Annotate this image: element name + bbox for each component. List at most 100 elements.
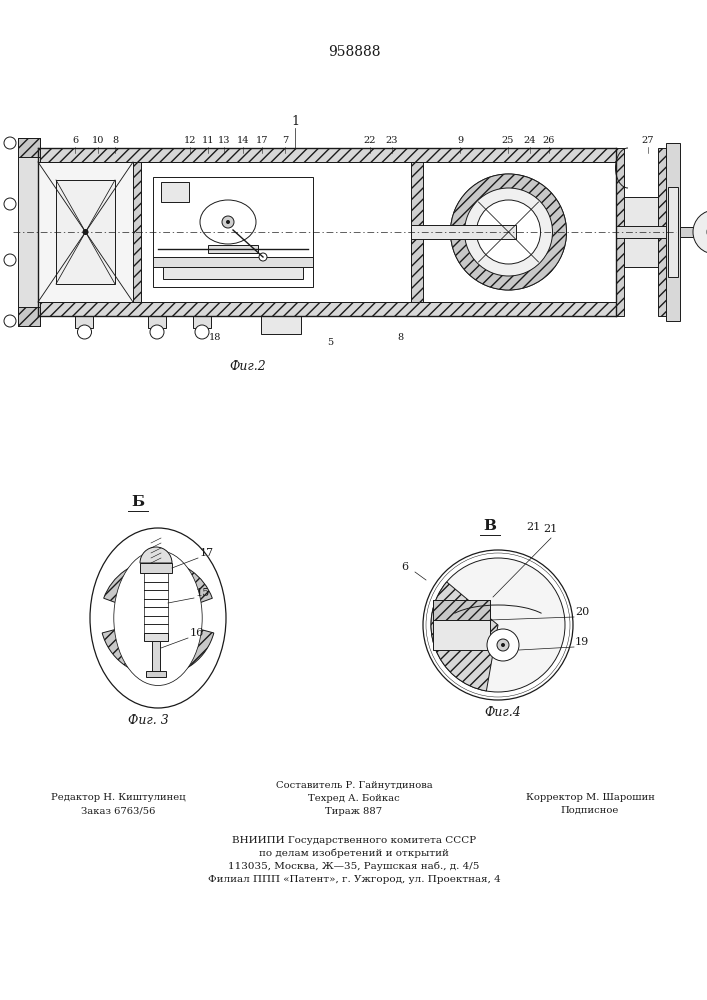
Bar xyxy=(38,162,133,302)
Bar xyxy=(411,162,423,302)
Text: 13: 13 xyxy=(218,136,230,145)
Text: Техред А. Бойкас: Техред А. Бойкас xyxy=(308,794,400,803)
Text: 11: 11 xyxy=(201,136,214,145)
Text: Корректор М. Шарошин: Корректор М. Шарошин xyxy=(525,793,655,802)
Bar xyxy=(133,162,141,302)
Text: 17: 17 xyxy=(256,136,268,145)
Bar xyxy=(18,307,40,326)
Bar xyxy=(18,138,40,157)
Circle shape xyxy=(423,550,573,700)
Bar xyxy=(153,257,313,267)
Bar xyxy=(680,227,700,237)
Bar xyxy=(433,600,490,620)
Circle shape xyxy=(4,137,16,149)
Bar xyxy=(411,225,517,239)
Bar xyxy=(658,148,666,316)
Text: В: В xyxy=(484,519,496,533)
Bar xyxy=(56,180,115,284)
Bar xyxy=(700,220,707,244)
Bar xyxy=(144,633,168,641)
Text: 8: 8 xyxy=(397,333,403,342)
Text: 1: 1 xyxy=(291,115,299,128)
Text: 17: 17 xyxy=(200,548,214,558)
Text: Тираж 887: Тираж 887 xyxy=(325,807,382,816)
Bar xyxy=(161,182,189,202)
Ellipse shape xyxy=(200,200,256,244)
Bar xyxy=(616,148,624,316)
Bar xyxy=(616,226,666,238)
Circle shape xyxy=(501,643,505,647)
Text: 6: 6 xyxy=(402,562,409,572)
Bar xyxy=(38,148,616,162)
Circle shape xyxy=(4,254,16,266)
Text: по делам изобретений и открытий: по делам изобретений и открытий xyxy=(259,848,449,858)
Wedge shape xyxy=(103,618,214,676)
Ellipse shape xyxy=(114,550,202,686)
Wedge shape xyxy=(104,560,212,618)
Bar xyxy=(76,316,93,328)
Circle shape xyxy=(497,639,509,651)
Text: 14: 14 xyxy=(237,136,250,145)
Circle shape xyxy=(693,210,707,254)
Text: Подписное: Подписное xyxy=(561,806,619,815)
Bar xyxy=(433,600,490,650)
Text: 10: 10 xyxy=(92,136,104,145)
Text: 20: 20 xyxy=(575,607,589,617)
Circle shape xyxy=(226,220,230,224)
Circle shape xyxy=(431,558,565,692)
Text: 15: 15 xyxy=(196,588,210,598)
Text: Фиг.4: Фиг.4 xyxy=(484,706,521,719)
Text: 958888: 958888 xyxy=(328,45,380,59)
Text: ВНИИПИ Государственного комитета СССР: ВНИИПИ Государственного комитета СССР xyxy=(232,836,476,845)
Wedge shape xyxy=(450,174,566,290)
Text: 7: 7 xyxy=(282,136,288,145)
Bar xyxy=(261,316,301,334)
Text: Редактор Н. Киштулинец: Редактор Н. Киштулинец xyxy=(51,793,185,802)
Wedge shape xyxy=(431,582,498,691)
Circle shape xyxy=(195,325,209,339)
Bar xyxy=(140,563,172,573)
Circle shape xyxy=(4,315,16,327)
Text: 8: 8 xyxy=(112,136,118,145)
Bar xyxy=(624,197,658,267)
Text: Заказ 6763/56: Заказ 6763/56 xyxy=(81,806,156,815)
Circle shape xyxy=(83,229,88,235)
Bar xyxy=(148,316,166,328)
Bar xyxy=(153,177,313,287)
Text: 18: 18 xyxy=(209,333,221,342)
Text: Составитель Р. Гайнутдинова: Составитель Р. Гайнутдинова xyxy=(276,781,433,790)
Text: 26: 26 xyxy=(543,136,555,145)
Bar xyxy=(146,671,166,677)
Text: 25: 25 xyxy=(502,136,514,145)
Text: 24: 24 xyxy=(524,136,536,145)
Text: Филиал ППП «Патент», г. Ужгород, ул. Проектная, 4: Филиал ППП «Патент», г. Ужгород, ул. Про… xyxy=(208,875,501,884)
Text: 113035, Москва, Ж—35, Раушская наб., д. 4/5: 113035, Москва, Ж—35, Раушская наб., д. … xyxy=(228,861,479,871)
Circle shape xyxy=(78,325,91,339)
Text: 9: 9 xyxy=(457,136,463,145)
Ellipse shape xyxy=(90,528,226,708)
Bar xyxy=(208,245,258,253)
Circle shape xyxy=(450,174,566,290)
Bar xyxy=(193,316,211,328)
Text: 12: 12 xyxy=(184,136,197,145)
Circle shape xyxy=(426,553,570,697)
Text: 22: 22 xyxy=(363,136,376,145)
Text: 19: 19 xyxy=(575,637,589,647)
Text: 5: 5 xyxy=(327,338,333,347)
Circle shape xyxy=(259,253,267,261)
Text: 6: 6 xyxy=(72,136,78,145)
Bar xyxy=(163,267,303,279)
Text: 27: 27 xyxy=(642,136,654,145)
Circle shape xyxy=(487,629,519,661)
Bar xyxy=(668,187,678,277)
Wedge shape xyxy=(140,547,172,563)
Bar xyxy=(141,162,421,302)
Circle shape xyxy=(150,325,164,339)
Text: Б: Б xyxy=(132,495,144,509)
Bar xyxy=(152,641,160,676)
Circle shape xyxy=(222,216,234,228)
Text: 23: 23 xyxy=(386,136,398,145)
Text: 21: 21 xyxy=(526,522,540,532)
Bar xyxy=(18,138,40,326)
Bar xyxy=(666,143,680,321)
